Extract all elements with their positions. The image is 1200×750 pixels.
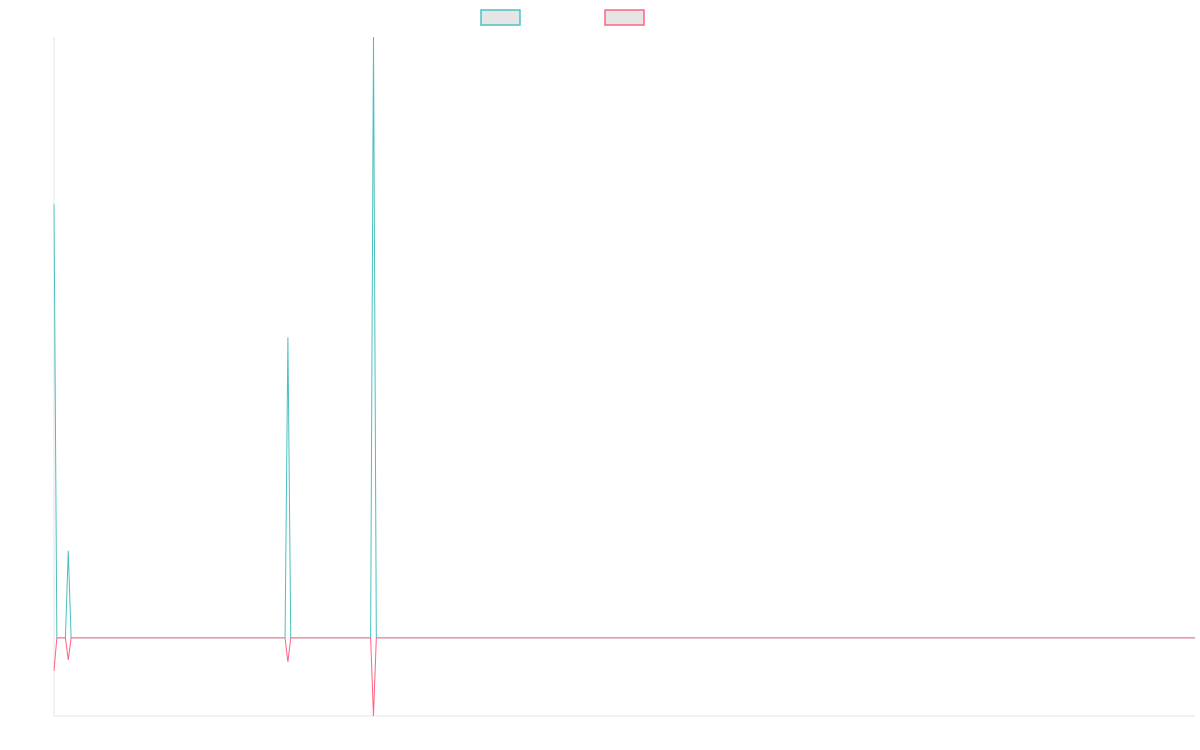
legend-item-1[interactable] [604,9,645,26]
series-group [53,36,1195,717]
series-line-1 [53,637,1195,717]
legend [480,9,645,26]
legend-item-0[interactable] [480,9,521,26]
series-line-0 [53,36,1195,639]
